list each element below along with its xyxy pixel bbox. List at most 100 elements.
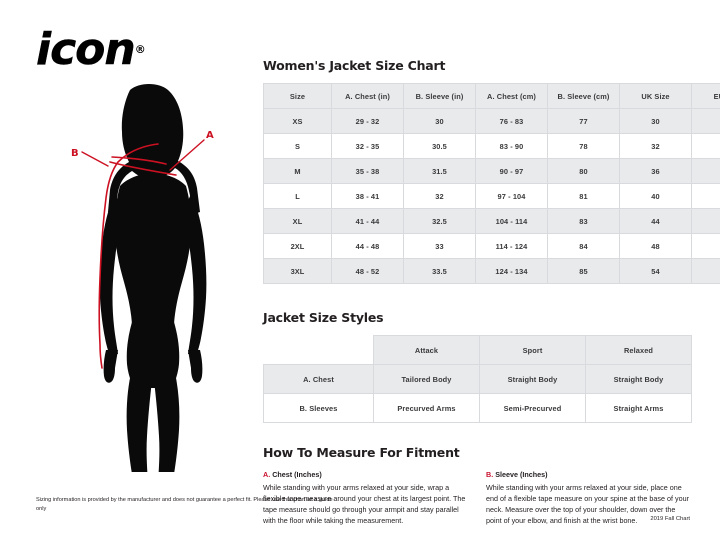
column-header-uk-size: UK Size — [619, 83, 692, 109]
table-header-row: Size A. Chest (in) B. Sleeve (in) A. Che… — [263, 83, 720, 109]
fitment-chest-text: While standing with your arms relaxed at… — [263, 483, 466, 526]
cell-size: M — [263, 158, 332, 184]
column-header-chest-in: A. Chest (in) — [331, 83, 404, 109]
cell-size: 2XL — [263, 233, 332, 259]
cell-chest-in: 35 - 38 — [331, 158, 404, 184]
table-row: XL 41 - 44 32.5 104 - 114 83 44 54 — [263, 208, 720, 234]
table-row: L 38 - 41 32 97 - 104 81 40 50 — [263, 183, 720, 209]
cell-chest-cm: 97 - 104 — [475, 183, 548, 209]
styles-cell-attack: Precurved Arms — [373, 393, 480, 423]
styles-header-attack: Attack — [373, 335, 480, 365]
chart-season-label: 2019 Fall Chart — [650, 516, 690, 522]
size-chart-table: Size A. Chest (in) B. Sleeve (in) A. Che… — [263, 83, 720, 284]
styles-cell-relaxed: Straight Body — [585, 364, 692, 394]
table-row: XS 29 - 32 30 76 - 83 77 30 40 — [263, 108, 720, 134]
label-a-leader — [169, 139, 205, 171]
cell-chest-in: 48 - 52 — [331, 258, 404, 284]
jacket-size-styles-table: Attack Sport Relaxed A. Chest Tailored B… — [263, 335, 692, 423]
brand-logo: icon® — [36, 24, 186, 76]
measure-lines — [81, 139, 205, 369]
size-chart-title: Women's Jacket Size Chart — [263, 58, 446, 73]
cell-sleeve-in: 32 — [403, 183, 476, 209]
body-silhouette — [99, 84, 207, 472]
column-header-sleeve-in: B. Sleeve (in) — [403, 83, 476, 109]
styles-cell-sport: Semi-Precurved — [479, 393, 586, 423]
styles-header-relaxed: Relaxed — [585, 335, 692, 365]
cell-sleeve-in: 33 — [403, 233, 476, 259]
cell-size: S — [263, 133, 332, 159]
brand-wordmark: icon® — [36, 24, 146, 76]
cell-eu-size: 42 — [691, 133, 720, 159]
table-row: M 35 - 38 31.5 90 - 97 80 36 46 — [263, 158, 720, 184]
cell-sleeve-cm: 80 — [547, 158, 620, 184]
cell-sleeve-cm: 78 — [547, 133, 620, 159]
cell-chest-cm: 104 - 114 — [475, 208, 548, 234]
cell-size: XS — [263, 108, 332, 134]
cell-eu-size: 46 — [691, 158, 720, 184]
fitment-sleeve-heading: B. Sleeve (Inches) — [486, 470, 691, 479]
registered-mark-icon: ® — [134, 43, 146, 56]
cell-chest-in: 38 - 41 — [331, 183, 404, 209]
cell-chest-cm: 76 - 83 — [475, 108, 548, 134]
sleeve-measure-line — [98, 143, 159, 369]
cell-eu-size: 54 — [691, 208, 720, 234]
styles-row-chest: A. Chest Tailored Body Straight Body Str… — [263, 364, 692, 394]
cell-chest-in: 32 - 35 — [331, 133, 404, 159]
fitment-chest-column: A. Chest (Inches) While standing with yo… — [263, 470, 468, 527]
column-header-eu-size: EU Size — [691, 83, 720, 109]
fitment-sleeve-mark: B. — [486, 470, 494, 479]
styles-header-sport: Sport — [479, 335, 586, 365]
cell-uk-size: 32 — [619, 133, 692, 159]
cell-sleeve-cm: 85 — [547, 258, 620, 284]
styles-cell-relaxed: Straight Arms — [585, 393, 692, 423]
fitment-chest-mark: A. — [263, 470, 271, 479]
cell-eu-size: 40 — [691, 108, 720, 134]
cell-sleeve-in: 31.5 — [403, 158, 476, 184]
styles-header-row: Attack Sport Relaxed — [263, 335, 692, 365]
cell-chest-cm: 83 - 90 — [475, 133, 548, 159]
styles-row-sleeves: B. Sleeves Precurved Arms Semi-Precurved… — [263, 393, 692, 423]
cell-chest-cm: 124 - 134 — [475, 258, 548, 284]
cell-eu-size: 64 — [691, 258, 720, 284]
fitment-title: How To Measure For Fitment — [263, 445, 460, 460]
styles-cell-sport: Straight Body — [479, 364, 586, 394]
cell-eu-size: 50 — [691, 183, 720, 209]
cell-sleeve-cm: 81 — [547, 183, 620, 209]
figure-svg: A B — [71, 84, 214, 472]
measure-label-a: A — [206, 130, 214, 141]
column-header-chest-cm: A. Chest (cm) — [475, 83, 548, 109]
styles-row-label: B. Sleeves — [263, 393, 374, 423]
cell-sleeve-cm: 84 — [547, 233, 620, 259]
cell-sleeve-in: 30 — [403, 108, 476, 134]
table-row: S 32 - 35 30.5 83 - 90 78 32 42 — [263, 133, 720, 159]
cell-uk-size: 30 — [619, 108, 692, 134]
cell-chest-cm: 90 - 97 — [475, 158, 548, 184]
cell-sleeve-in: 32.5 — [403, 208, 476, 234]
cell-chest-cm: 114 - 124 — [475, 233, 548, 259]
column-header-size: Size — [263, 83, 332, 109]
styles-table-title: Jacket Size Styles — [263, 310, 384, 325]
styles-corner-cell — [263, 335, 374, 365]
label-b-leader — [81, 151, 109, 167]
cell-sleeve-cm: 77 — [547, 108, 620, 134]
cell-sleeve-in: 30.5 — [403, 133, 476, 159]
styles-cell-attack: Tailored Body — [373, 364, 480, 394]
measurement-diagram: A B — [58, 82, 248, 472]
fitment-chest-heading-text: Chest (Inches) — [272, 470, 322, 479]
table-row: 3XL 48 - 52 33.5 124 - 134 85 54 64 — [263, 258, 720, 284]
styles-row-label: A. Chest — [263, 364, 374, 394]
cell-chest-in: 41 - 44 — [331, 208, 404, 234]
table-row: 2XL 44 - 48 33 114 - 124 84 48 58 — [263, 233, 720, 259]
cell-size: L — [263, 183, 332, 209]
fitment-section: How To Measure For Fitment A. Chest (Inc… — [263, 445, 691, 527]
measure-label-b: B — [71, 148, 79, 159]
cell-chest-in: 29 - 32 — [331, 108, 404, 134]
cell-sleeve-cm: 83 — [547, 208, 620, 234]
fitment-sleeve-heading-text: Sleeve (Inches) — [495, 470, 548, 479]
cell-eu-size: 58 — [691, 233, 720, 259]
cell-uk-size: 48 — [619, 233, 692, 259]
cell-uk-size: 54 — [619, 258, 692, 284]
cell-size: XL — [263, 208, 332, 234]
chest-measure-line — [111, 156, 167, 165]
brand-wordmark-text: icon — [36, 24, 136, 76]
